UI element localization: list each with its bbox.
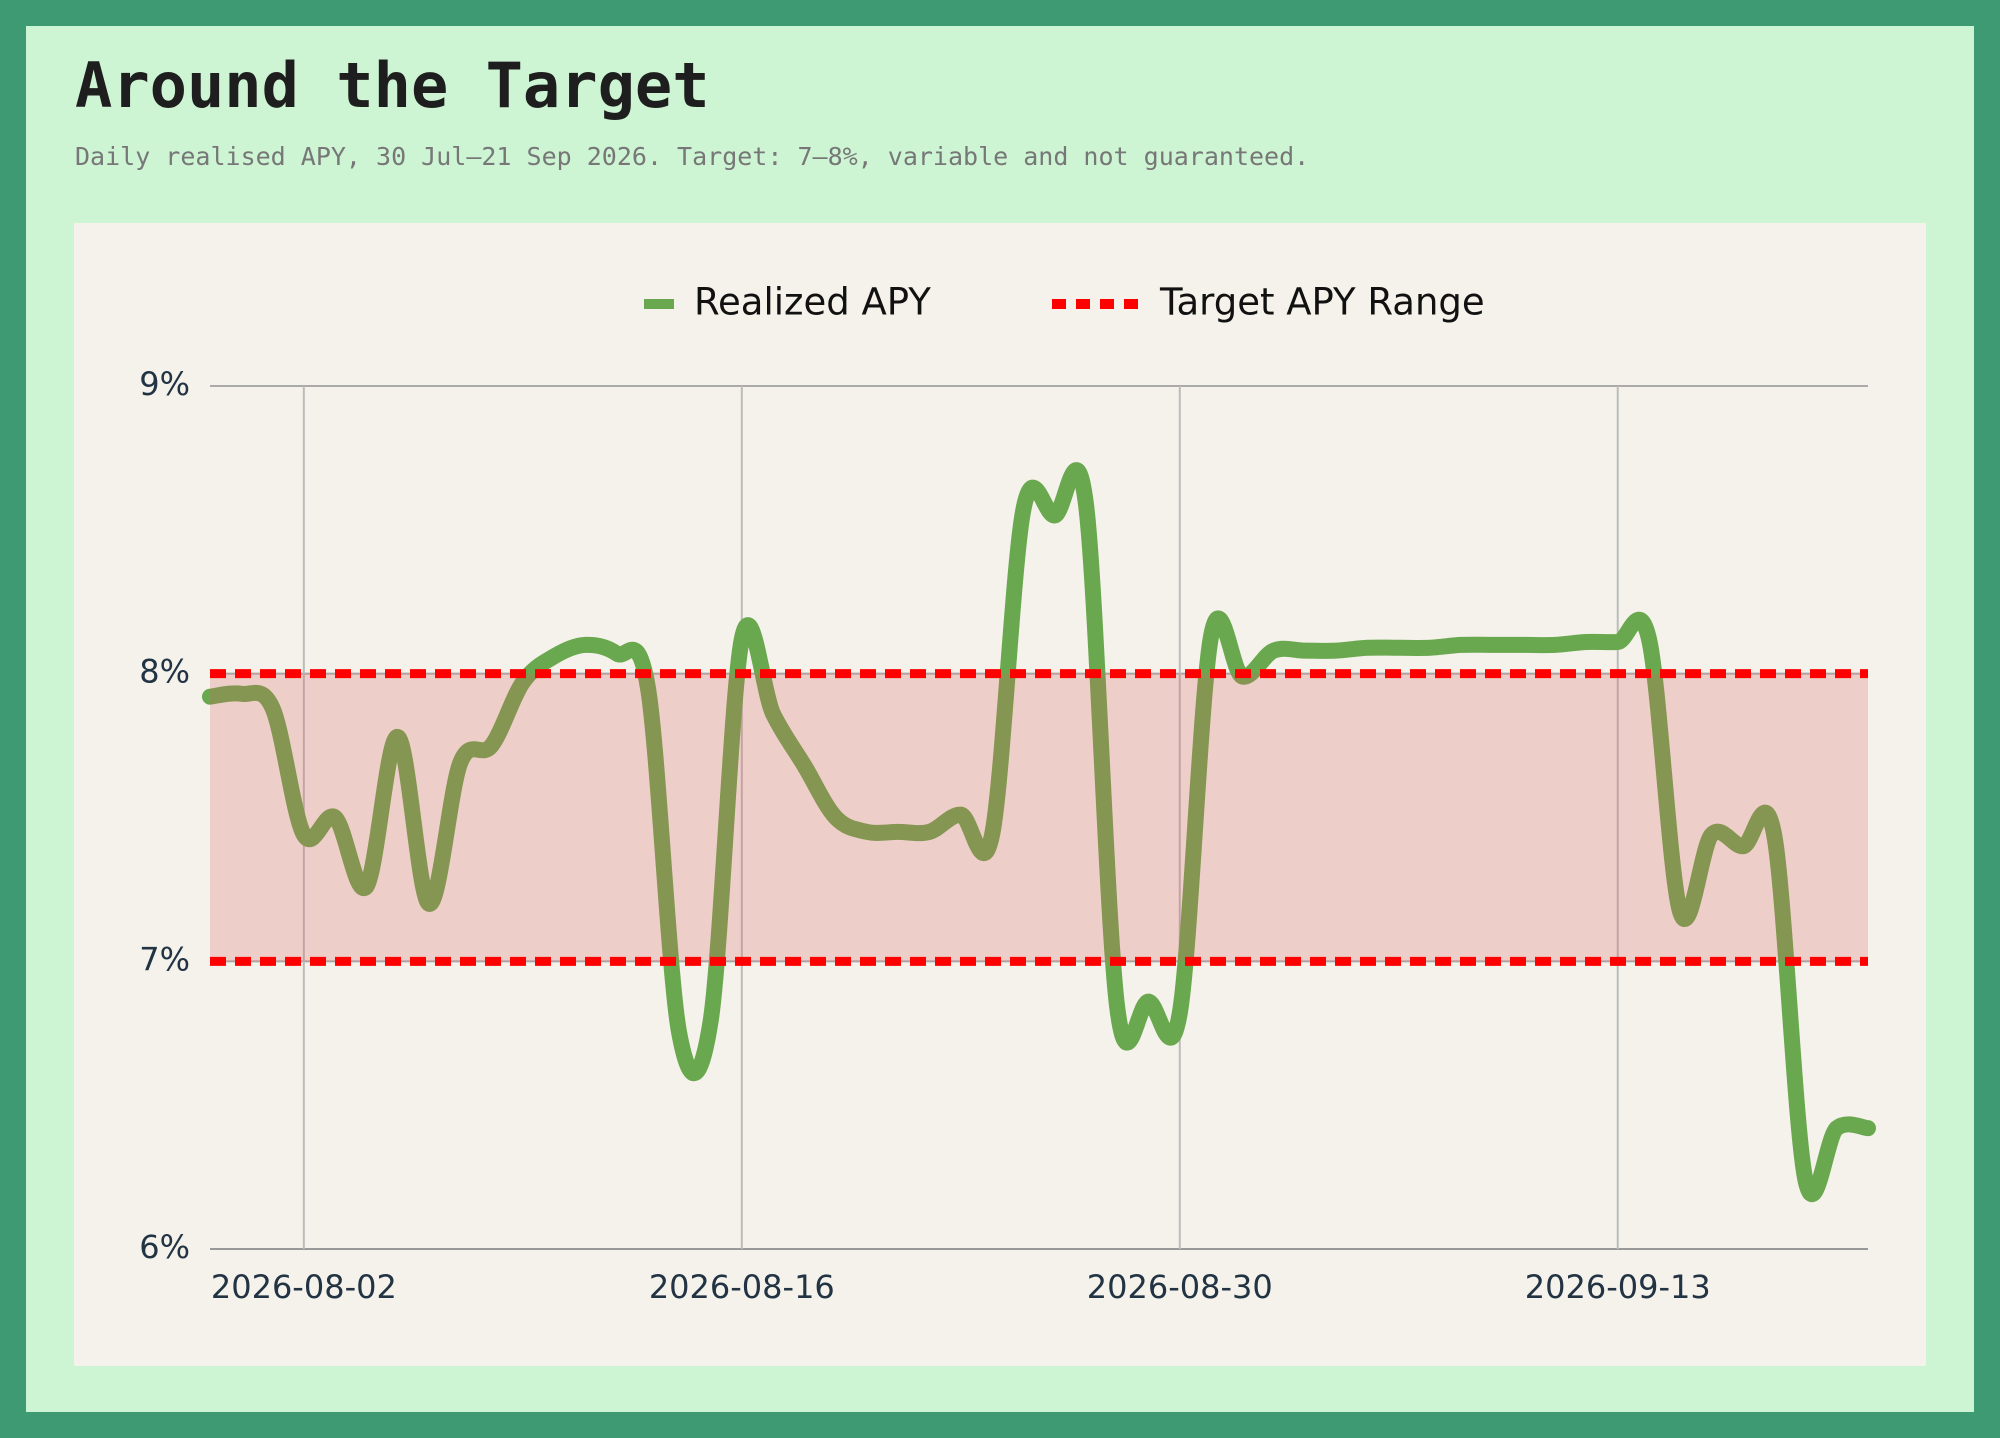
y-tick-label: 7% — [139, 940, 190, 978]
apy-line — [202, 462, 1876, 1203]
x-tick-label: 2026-09-13 — [1525, 1268, 1711, 1306]
y-tick-label: 8% — [139, 653, 190, 691]
y-tick-label: 9% — [139, 365, 190, 403]
legend-label: Target APY Range — [1159, 281, 1485, 324]
y-tick-label: 6% — [139, 1228, 190, 1266]
x-tick-label: 2026-08-16 — [649, 1268, 835, 1306]
legend-label: Realized APY — [694, 281, 931, 324]
chart-subtitle: Daily realised APY, 30 Jul–21 Sep 2026. … — [75, 142, 1309, 171]
target-band — [210, 673, 1868, 962]
x-tick-label: 2026-08-02 — [211, 1268, 397, 1306]
x-tick-label: 2026-08-30 — [1087, 1268, 1273, 1306]
chart-title: Around the Target — [75, 49, 710, 122]
